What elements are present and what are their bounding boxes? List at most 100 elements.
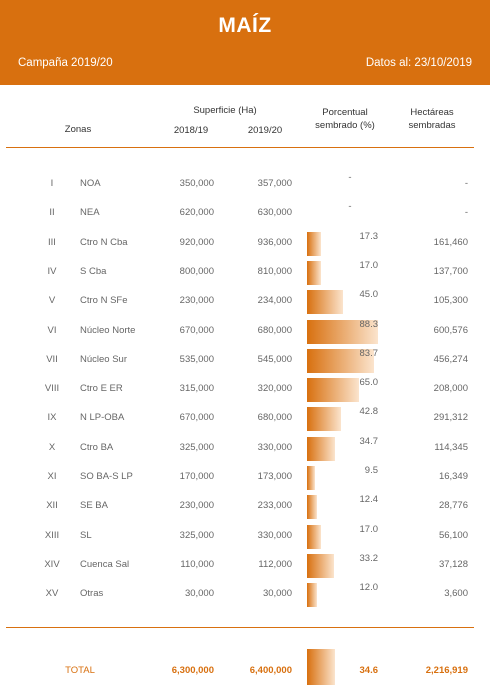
date-label: Datos al: 23/10/2019	[365, 57, 472, 69]
zone-name: Cuenca Sal	[80, 558, 130, 570]
percent-bar	[307, 290, 343, 315]
zonas-header: Zonas	[64, 124, 92, 135]
surface-2018-19: 110,000	[180, 558, 214, 570]
surface-2018-19: 30,000	[184, 588, 214, 600]
surface-2018-19: 670,000	[179, 412, 214, 424]
surface-2019-20: 680,000	[257, 412, 292, 424]
percent-value: 33.2	[359, 552, 379, 564]
percent-bar	[307, 231, 321, 256]
hectares-sown: -	[464, 207, 468, 219]
percent-bar	[307, 378, 359, 403]
zone-name: Otras	[80, 588, 104, 600]
hectares-sown: -	[464, 178, 468, 189]
zone-name: SO BA-S LP	[80, 471, 133, 482]
surface-2018-19: 350,000	[179, 178, 214, 189]
surface-2019-20: 936,000	[257, 236, 292, 248]
surface-2018-19: 325,000	[179, 529, 214, 541]
table-row: XIII SL 325,000 330,000 17.0 56,100	[0, 522, 490, 551]
surface-2018-19: 315,000	[179, 383, 214, 395]
percent-value: 34.7	[359, 435, 379, 447]
surface-2018-19: 800,000	[179, 265, 214, 277]
table-row: VII Núcleo Sur 535,000 545,000 83.7 456,274	[0, 346, 490, 375]
zone-name: Ctro E ER	[80, 383, 123, 395]
header-divider	[6, 147, 474, 148]
zone-number: VII	[46, 353, 58, 365]
percent-value: 9.5	[364, 465, 378, 476]
surface-2019-20: 112,000	[258, 558, 292, 570]
total-year1: 6,300,000	[171, 665, 214, 676]
surface-2018-19: 230,000	[179, 295, 214, 307]
percent-bar	[307, 348, 374, 373]
total-percent-bar	[307, 649, 335, 685]
total-year2: 6,400,000	[249, 665, 292, 676]
hectares-sown: 114,345	[434, 441, 468, 453]
zone-number: VIII	[44, 383, 60, 395]
zone-name: N LP-OBA	[80, 412, 125, 424]
zone-number: XI	[47, 471, 57, 482]
percent-bar	[307, 495, 317, 520]
zone-name: Núcleo Norte	[80, 324, 136, 336]
percent-bar	[307, 436, 335, 461]
table-row: VI Núcleo Norte 670,000 680,000 88.3 600,576	[0, 317, 490, 346]
surface-2018-19: 670,000	[179, 324, 214, 336]
table-row: VIII Ctro E ER 315,000 320,000 65.0 208,000	[0, 375, 490, 404]
zone-number: III	[48, 236, 56, 248]
campaign-label: Campaña 2019/20	[18, 57, 113, 69]
surface-2018-19: 620,000	[179, 207, 214, 219]
surface-2018-19: 325,000	[179, 441, 214, 453]
percent-bar	[307, 407, 342, 432]
surface-2019-20: 630,000	[257, 207, 292, 219]
zone-number: XV	[45, 588, 59, 600]
table-row: XIV Cuenca Sal 110,000 112,000 33.2 37,128	[0, 551, 490, 580]
zone-name: Ctro N Cba	[80, 236, 128, 248]
hectareas-label: Hectáreas	[410, 107, 454, 118]
zone-name: Ctro N SFe	[80, 295, 128, 307]
surface-2019-20: 545,000	[257, 353, 292, 365]
zone-name: Ctro BA	[80, 441, 114, 453]
total-divider	[6, 627, 474, 628]
percent-value: 17.0	[359, 523, 379, 535]
percent-bar	[307, 524, 321, 549]
zone-number: XII	[46, 500, 58, 512]
percent-bar	[307, 466, 315, 490]
surface-2019-20: 680,000	[257, 324, 292, 336]
table-row: XV Otras 30,000 30,000 12.0 3,600	[0, 580, 490, 609]
percent-value: 42.8	[359, 406, 379, 418]
hectares-sown: 3,600	[444, 588, 468, 600]
percent-value: -	[348, 172, 352, 183]
total-percent: 34.6	[359, 665, 379, 676]
total-label: TOTAL	[65, 665, 95, 676]
zone-name: Núcleo Sur	[80, 353, 127, 365]
hectares-sown: 291,312	[433, 412, 468, 424]
percent-value: -	[348, 201, 352, 213]
total-row: TOTAL 6,300,000 6,400,000 34.6 2,216,919	[0, 649, 490, 686]
zone-number: VI	[47, 324, 57, 336]
zone-number: II	[49, 207, 55, 219]
zone-name: S Cba	[80, 265, 107, 277]
table-row: IX N LP-OBA 670,000 680,000 42.8 291,312	[0, 404, 490, 433]
header-banner: MAÍZ Campaña 2019/20 Datos al: 23/10/201…	[0, 0, 490, 85]
surface-2019-20: 234,000	[257, 295, 292, 307]
zone-number: XIII	[44, 529, 60, 541]
percent-value: 88.3	[359, 318, 379, 330]
surface-2019-20: 30,000	[262, 588, 292, 600]
surface-2019-20: 810,000	[257, 265, 292, 277]
year1-header: 2018/19	[173, 125, 209, 136]
surface-2018-19: 920,000	[179, 236, 214, 248]
sembradas-label: sembradas	[408, 120, 456, 131]
page-title: MAÍZ	[218, 14, 272, 37]
superficie-header: Superficie (Ha)	[193, 105, 257, 116]
zone-name: NOA	[80, 178, 101, 189]
percent-value: 17.3	[359, 230, 379, 242]
percent-value: 12.0	[359, 582, 379, 594]
zone-name: SL	[80, 529, 92, 541]
hectares-sown: 137,700	[433, 265, 468, 277]
table-row: X Ctro BA 325,000 330,000 34.7 114,345	[0, 434, 490, 463]
surface-2019-20: 357,000	[257, 178, 292, 189]
hectares-sown: 105,300	[433, 295, 468, 307]
hectares-sown: 456,274	[433, 353, 468, 365]
table-row: II NEA 620,000 630,000 - -	[0, 199, 490, 228]
table-row: V Ctro N SFe 230,000 234,000 45.0 105,300	[0, 287, 490, 316]
hectares-sown: 208,000	[433, 383, 468, 395]
surface-2019-20: 330,000	[257, 529, 292, 541]
